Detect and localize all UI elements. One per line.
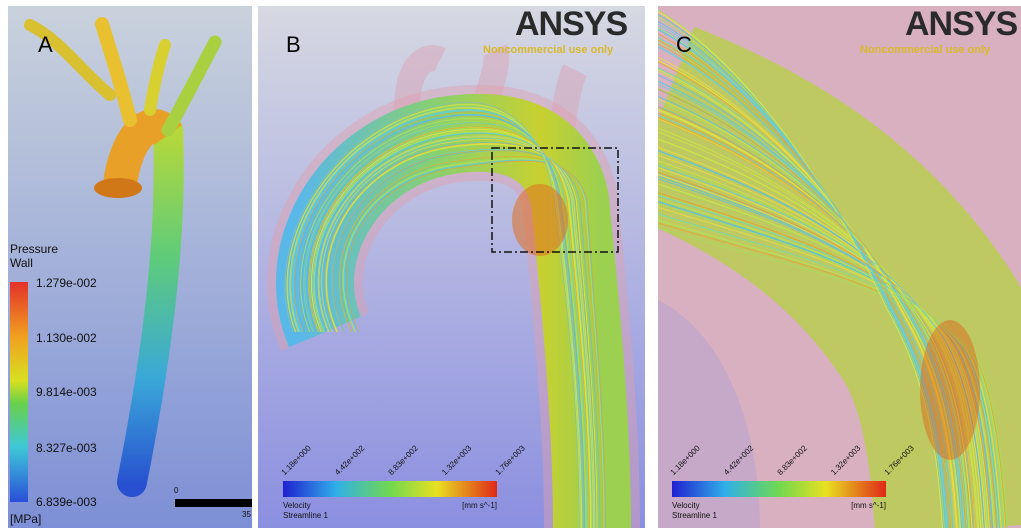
logo: ANSYS <box>905 5 1017 43</box>
panel-label: C <box>676 32 692 57</box>
legend-title: Streamline 1 <box>672 511 717 520</box>
legend-tick: 8.327e-003 <box>36 441 97 455</box>
legend-tick: 1.130e-002 <box>36 331 97 345</box>
panel-label: B <box>286 32 301 57</box>
legend-title: Streamline 1 <box>283 511 328 520</box>
legend-unit: [MPa] <box>10 512 41 526</box>
logo: ANSYS <box>515 5 627 43</box>
legend-title: Velocity <box>672 501 700 510</box>
figure: A Pressure Wall 1.279e-002 1.130e-002 9.… <box>0 0 1021 528</box>
panel-b <box>258 6 645 528</box>
scale-label: 35 <box>242 510 251 519</box>
legend-tick: 6.839e-003 <box>36 495 97 509</box>
high-velocity <box>512 184 568 256</box>
watermark: Noncommercial use only <box>483 44 614 56</box>
scale-bar <box>175 499 252 507</box>
color-bar <box>10 282 28 502</box>
color-bar <box>672 481 886 497</box>
legend-unit: [mm s^-1] <box>462 501 497 510</box>
legend-tick: 9.814e-003 <box>36 385 97 399</box>
watermark: Noncommercial use only <box>860 44 991 56</box>
scale-label: 0 <box>174 486 179 495</box>
panel-label: A <box>38 32 53 57</box>
legend-title: Velocity <box>283 501 311 510</box>
high-velocity <box>920 320 980 460</box>
legend-title: Pressure <box>10 242 58 256</box>
vessel-opening <box>94 178 142 198</box>
page: A Pressure Wall 1.279e-002 1.130e-002 9.… <box>0 0 1021 528</box>
legend-tick: 1.279e-002 <box>36 276 97 290</box>
legend-title: Wall <box>10 256 33 270</box>
color-bar <box>283 481 497 497</box>
panel-c <box>658 6 1021 528</box>
legend-unit: [mm s^-1] <box>851 501 886 510</box>
